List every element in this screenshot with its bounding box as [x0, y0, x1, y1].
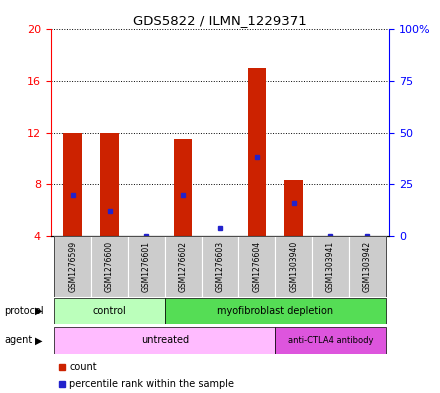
Text: ▶: ▶	[35, 306, 43, 316]
Text: ▶: ▶	[35, 335, 43, 345]
Text: count: count	[69, 362, 97, 373]
Text: GSM1276604: GSM1276604	[252, 241, 261, 292]
Title: GDS5822 / ILMN_1229371: GDS5822 / ILMN_1229371	[133, 14, 307, 27]
Text: untreated: untreated	[141, 335, 189, 345]
Bar	[174, 139, 192, 236]
Text: control: control	[93, 306, 126, 316]
Text: myofibroblast depletion: myofibroblast depletion	[217, 306, 334, 316]
Bar	[63, 132, 82, 236]
Text: GSM1276599: GSM1276599	[68, 241, 77, 292]
Bar	[284, 180, 303, 236]
Text: protocol: protocol	[4, 306, 44, 316]
Bar	[54, 327, 275, 354]
Text: GSM1276603: GSM1276603	[216, 241, 224, 292]
Text: GSM1303940: GSM1303940	[289, 241, 298, 292]
Text: GSM1276602: GSM1276602	[179, 241, 188, 292]
Text: GSM1303941: GSM1303941	[326, 241, 335, 292]
Bar	[312, 236, 349, 297]
Text: percentile rank within the sample: percentile rank within the sample	[69, 379, 234, 389]
Text: GSM1303942: GSM1303942	[363, 241, 372, 292]
Bar	[349, 236, 386, 297]
Bar	[248, 68, 266, 236]
Bar	[165, 298, 386, 324]
Bar	[128, 236, 165, 297]
Bar	[54, 236, 91, 297]
Bar	[54, 298, 165, 324]
Bar	[275, 236, 312, 297]
Bar	[275, 327, 386, 354]
Text: GSM1276600: GSM1276600	[105, 241, 114, 292]
Text: agent: agent	[4, 335, 33, 345]
Bar	[91, 236, 128, 297]
Text: GSM1276601: GSM1276601	[142, 241, 151, 292]
Text: anti-CTLA4 antibody: anti-CTLA4 antibody	[288, 336, 373, 345]
Bar	[100, 132, 119, 236]
Bar	[165, 236, 202, 297]
Bar	[238, 236, 275, 297]
Bar	[202, 236, 238, 297]
